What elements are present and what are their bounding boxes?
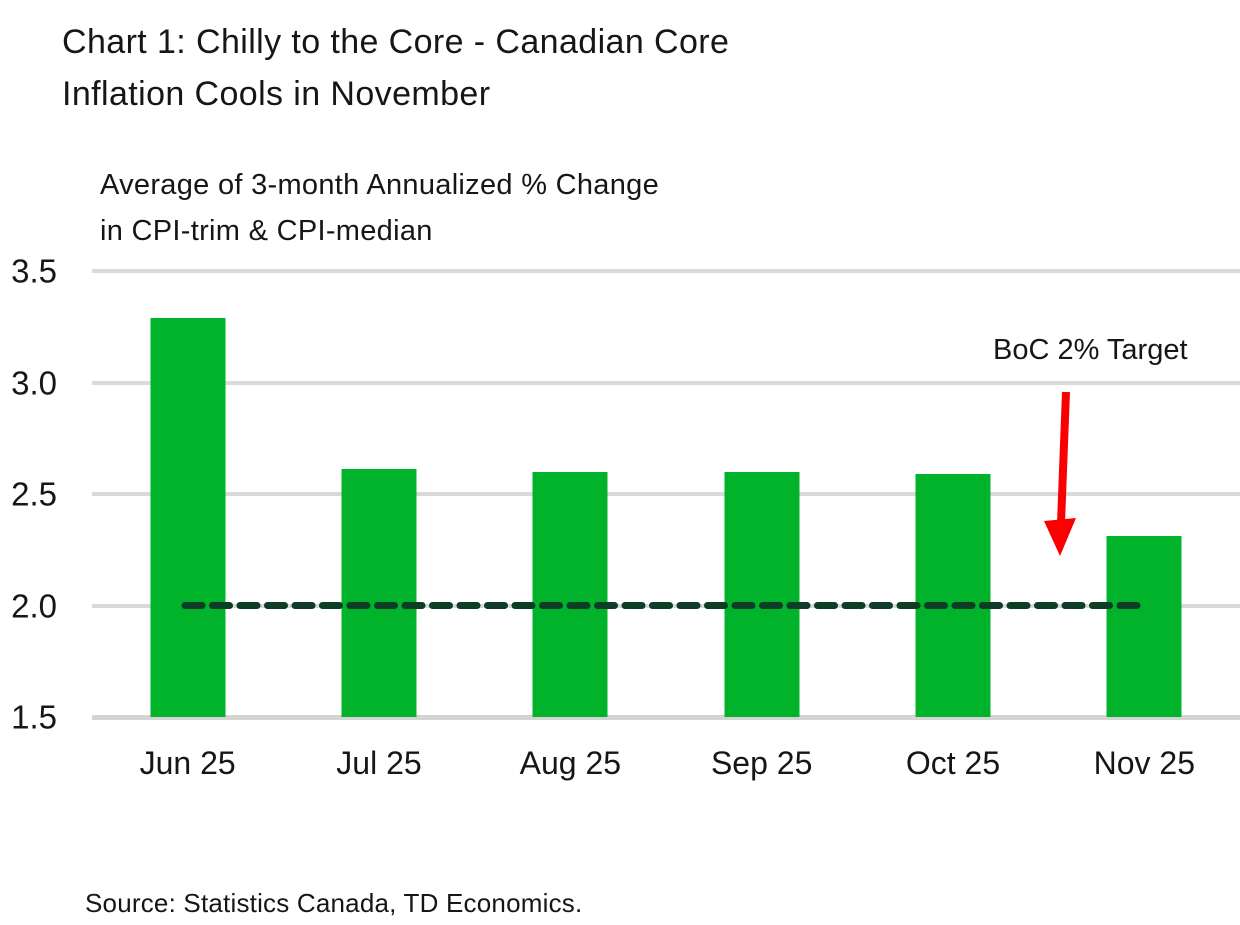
chart-subtitle: Average of 3-month Annualized % Change i… (100, 169, 660, 247)
x-axis-tick-label: Oct 25 (905, 745, 1001, 781)
y-axis-tick-label: 1.5 (11, 698, 57, 736)
bar-oct-25 (915, 473, 991, 717)
x-axis-tick-label: Sep 25 (710, 745, 813, 781)
gridline-y-1.5 (92, 715, 1240, 720)
y-axis-tick-label: 2.0 (11, 587, 57, 624)
x-axis-tick-label: Jun 25 (139, 745, 236, 781)
bar-jun-25 (150, 317, 226, 717)
gridline-y-2.0 (92, 603, 1240, 608)
bar-aug-25 (532, 471, 608, 717)
gridline-y-3.0 (92, 380, 1240, 385)
bar-sep-25 (724, 471, 800, 717)
y-axis-tick-label: 3.0 (11, 364, 57, 401)
bar-nov-25 (1106, 536, 1182, 717)
chart-title: Chart 1: Chilly to the Core - Canadian C… (62, 23, 730, 113)
bar-jul-25 (341, 469, 417, 717)
plot-area: BoC 2% Target 3.5 3.0 2.5 2.0 1.5 Jun 25 Jul 2… (11, 255, 1240, 781)
x-axis-tick-label: Nov 25 (1093, 745, 1196, 781)
y-axis-tick-label: 3.5 (11, 252, 57, 290)
down-arrow-icon (1057, 391, 1070, 524)
source-note: Source: Statistics Canada, TD Economics. (85, 888, 583, 918)
gridline-y-2.5 (92, 492, 1240, 496)
gridline-y-3.5 (92, 269, 1240, 273)
target-annotation-label: BoC 2% Target (993, 334, 1188, 366)
y-axis-tick-label: 2.5 (11, 475, 57, 513)
down-arrow-head-icon (1044, 518, 1076, 556)
x-axis-tick-label: Jul 25 (336, 745, 422, 781)
x-axis-tick-label: Aug 25 (519, 745, 622, 781)
